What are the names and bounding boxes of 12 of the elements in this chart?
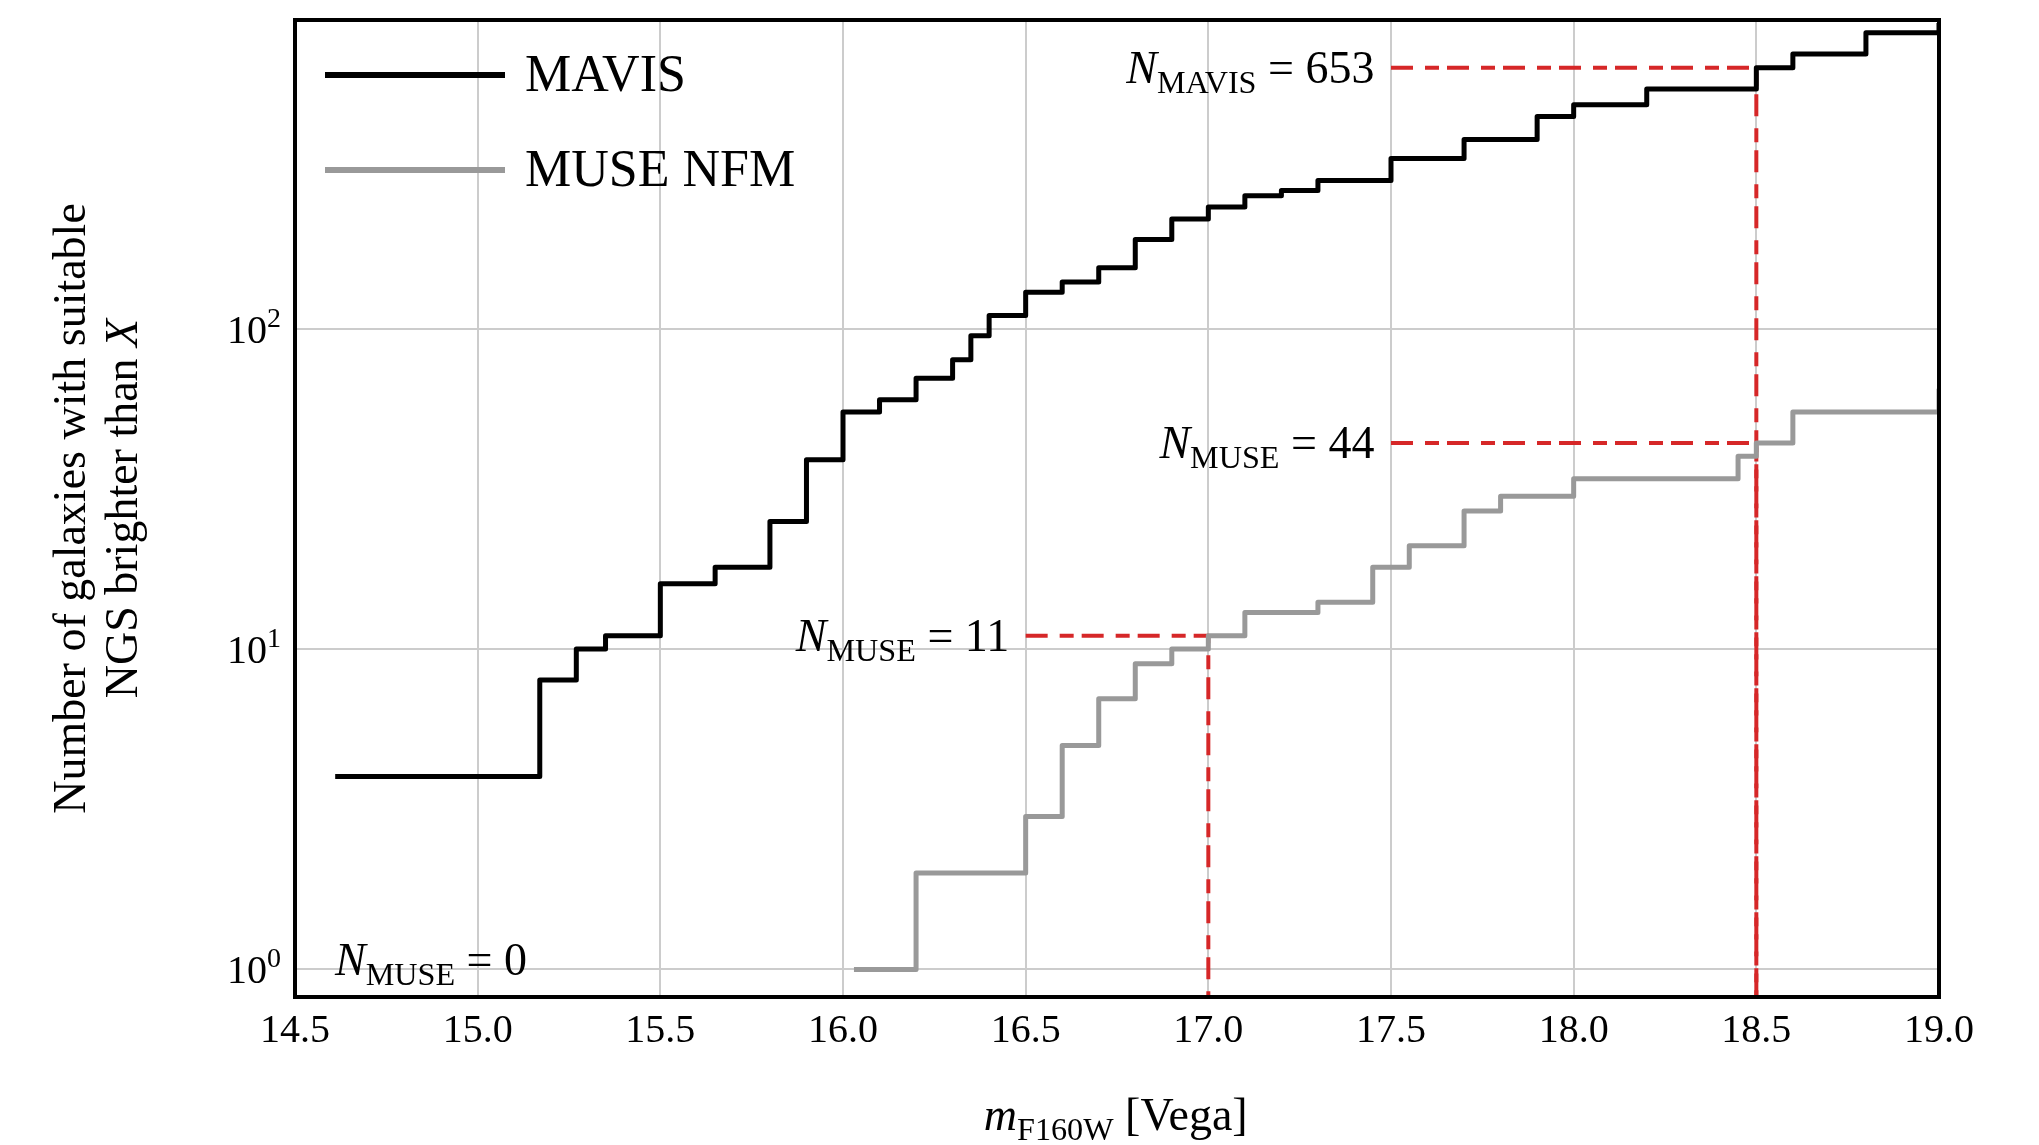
x-tick-label: 17.5 xyxy=(1356,1005,1426,1051)
x-tick-label: 16.0 xyxy=(808,1005,878,1051)
x-tick-label: 16.5 xyxy=(990,1005,1061,1051)
legend-label: MAVIS xyxy=(525,44,686,102)
x-tick-label: 14.5 xyxy=(260,1005,330,1051)
x-tick-label: 15.5 xyxy=(625,1005,696,1051)
legend-label: MUSE NFM xyxy=(525,139,796,197)
x-tick-label: 18.5 xyxy=(1721,1005,1792,1051)
x-tick-label: 15.0 xyxy=(442,1005,513,1051)
x-tick-label: 19.0 xyxy=(1904,1005,1974,1051)
x-tick-label: 17.0 xyxy=(1173,1005,1244,1051)
x-tick-label: 18.0 xyxy=(1538,1005,1609,1051)
